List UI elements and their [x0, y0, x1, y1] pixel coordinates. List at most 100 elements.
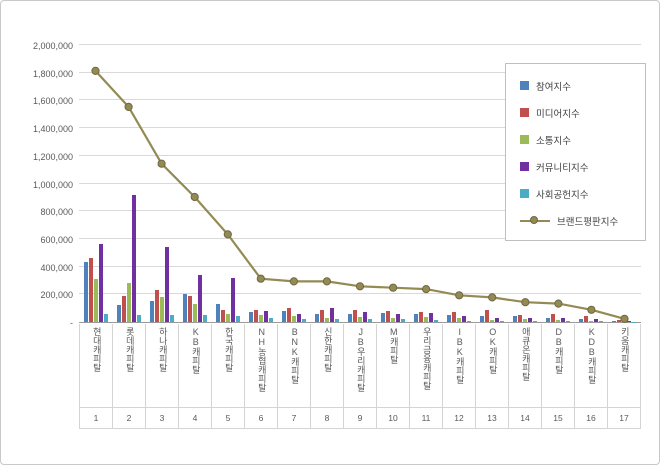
bar [551, 314, 556, 322]
gridline [79, 210, 641, 212]
bar [334, 319, 339, 322]
category-number: 6 [245, 408, 278, 428]
category-label: IBK캐피탈 [443, 324, 476, 407]
category-label: DB캐피탈 [542, 324, 575, 407]
bar [434, 319, 439, 322]
category-label: 하나캐피탈 [146, 324, 179, 407]
bar [447, 315, 452, 322]
bar [116, 305, 121, 322]
bar [495, 318, 500, 322]
line-marker [256, 274, 265, 283]
legend-label: 소통지수 [536, 135, 571, 147]
category-label: NH농협캐피탈 [245, 324, 278, 407]
category-number: 3 [146, 408, 179, 428]
category-number: 1 [80, 408, 113, 428]
category-label: 현대캐피탈 [80, 324, 113, 407]
bar [518, 315, 523, 322]
bar-group [79, 46, 112, 322]
category-label: OK캐피탈 [476, 324, 509, 407]
bar [103, 313, 108, 322]
line-marker [91, 66, 100, 75]
bar [594, 319, 599, 322]
bar [480, 315, 485, 322]
category-number: 10 [377, 408, 410, 428]
legend-label: 참여지수 [536, 81, 571, 93]
category-number: 15 [542, 408, 575, 428]
bar [296, 313, 301, 322]
bar [83, 262, 88, 322]
bar [149, 301, 154, 322]
bar [126, 283, 131, 322]
bar [235, 316, 240, 322]
legend-swatch [520, 162, 529, 171]
line-series [91, 66, 629, 323]
category-label: KDB캐피탈 [575, 324, 608, 407]
legend-entry: 미디어지수 [520, 99, 645, 126]
category-number: 17 [608, 408, 641, 428]
category-number: 8 [311, 408, 344, 428]
bar [197, 274, 202, 322]
bar [121, 295, 126, 322]
bar [367, 319, 372, 322]
bar [187, 295, 192, 322]
bar [192, 304, 197, 322]
bar [561, 318, 566, 322]
bar [424, 317, 429, 322]
gridline [79, 182, 641, 184]
bar [566, 320, 571, 322]
bar-group [476, 46, 509, 322]
bar [362, 312, 367, 322]
legend-swatch [520, 81, 529, 90]
category-label: JB우리캐피탈 [344, 324, 377, 407]
gridline [79, 154, 641, 156]
category-number: 13 [476, 408, 509, 428]
bar [281, 310, 286, 322]
category-number: 2 [113, 408, 146, 428]
y-tick-label: 1,600,000 [32, 96, 73, 107]
bar [352, 310, 357, 322]
bar [462, 316, 467, 322]
bar-group [542, 46, 575, 322]
bar [131, 194, 136, 322]
y-tick-label: 2,000,000 [32, 41, 73, 51]
bar [248, 312, 253, 322]
line-marker [554, 299, 563, 308]
bar [589, 320, 594, 322]
bar-group [377, 46, 410, 322]
legend-entry: 브랜드평판지수 [520, 207, 645, 234]
bar [381, 313, 386, 322]
y-axis: - 200,000 400,000 600,000 800,000 1,000,000 1,… [1, 41, 73, 328]
bar [396, 313, 401, 322]
line-marker [322, 277, 331, 286]
bar [202, 315, 207, 322]
bar [93, 279, 98, 322]
bar [513, 316, 518, 322]
category-number: 14 [509, 408, 542, 428]
gridline [79, 293, 641, 295]
legend: 참여지수 미디어지수 소통지수 커뮤니티지수 사회공헌지수 브랜드평판지수 [505, 63, 646, 241]
gridline [79, 237, 641, 239]
bar [386, 310, 391, 322]
bar [301, 319, 306, 322]
bar [319, 309, 324, 322]
y-tick-label: 400,000 [40, 262, 73, 273]
category-label: 애큐온캐피탈 [509, 324, 542, 407]
bar [258, 315, 263, 322]
bar [490, 319, 495, 322]
line-marker [389, 283, 398, 292]
category-label: 신한캐피탈 [311, 324, 344, 407]
bar [225, 313, 230, 322]
bar [268, 317, 273, 322]
category-number: 5 [212, 408, 245, 428]
line-marker [422, 285, 431, 294]
bar [324, 317, 329, 322]
bar [599, 321, 604, 322]
bar [291, 316, 296, 322]
category-number: 7 [278, 408, 311, 428]
line-marker [488, 293, 497, 302]
bar [314, 313, 319, 322]
legend-entry: 커뮤니티지수 [520, 153, 645, 180]
line-marker [521, 298, 530, 307]
bar [457, 317, 462, 322]
